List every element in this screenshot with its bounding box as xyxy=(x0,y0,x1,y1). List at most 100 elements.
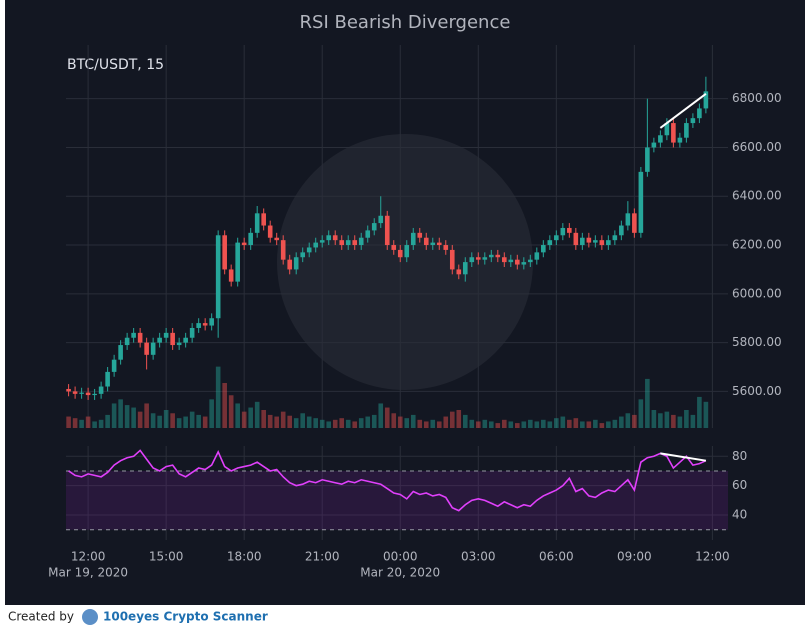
y-tick-label: 5800.00 xyxy=(732,335,782,349)
volume-bar xyxy=(254,401,260,428)
x-tick-label: 12:00 xyxy=(71,550,106,564)
y-tick-label: 6800.00 xyxy=(732,91,782,105)
candle-body xyxy=(98,386,104,394)
volume-bar xyxy=(593,419,598,428)
candle-body xyxy=(534,252,540,260)
x-tick-label: 06:00 xyxy=(539,550,574,564)
volume-bar xyxy=(508,421,514,428)
footer-created-by: Created by xyxy=(8,610,74,624)
candle-body xyxy=(521,262,527,265)
footer-brand: 100eyes Crypto Scanner xyxy=(103,610,268,624)
candle-body xyxy=(261,213,266,226)
watermark xyxy=(277,134,533,390)
candle-body xyxy=(150,342,156,355)
candle-body xyxy=(137,332,143,343)
volume-bar xyxy=(554,418,559,428)
candle-body xyxy=(111,359,117,372)
volume-bar xyxy=(528,419,533,428)
volume-bar xyxy=(267,414,273,428)
volume-bar xyxy=(436,421,442,428)
volume-bar xyxy=(684,410,689,428)
candle-body xyxy=(619,225,624,236)
y-tick-label: 5600.00 xyxy=(732,384,782,398)
x-date-label: Mar 20, 2020 xyxy=(360,566,440,580)
volume-bar xyxy=(651,410,657,428)
volume-bar xyxy=(319,419,325,428)
volume-bar xyxy=(664,411,670,428)
volume-bar xyxy=(371,414,377,428)
candle-body xyxy=(163,332,169,338)
volume-bar xyxy=(469,419,475,428)
candle-body xyxy=(241,242,247,246)
candle-body xyxy=(384,215,390,246)
candle-body xyxy=(274,237,279,241)
y-tick-label: 6400.00 xyxy=(732,189,782,203)
candle-body xyxy=(72,391,78,394)
volume-bar xyxy=(176,418,182,428)
symbol-label: BTC/USDT, 15 xyxy=(67,57,164,73)
volume-bar xyxy=(573,418,579,428)
candle-body xyxy=(287,259,293,270)
candle-body xyxy=(131,332,136,338)
volume-bar xyxy=(580,421,585,428)
rsi-line xyxy=(68,449,707,512)
volume-bar xyxy=(495,423,501,428)
candle-body xyxy=(625,213,631,226)
candle-body xyxy=(365,230,371,238)
volume-bar xyxy=(248,407,253,428)
volume-bar xyxy=(85,416,91,428)
candle-body xyxy=(66,388,71,392)
candle-body xyxy=(488,254,494,258)
volume-bar xyxy=(300,413,306,428)
volume-bar xyxy=(423,421,429,428)
candle-body xyxy=(469,257,475,263)
volume-bar xyxy=(150,413,156,428)
candle-body xyxy=(580,237,585,246)
volume-bar xyxy=(235,403,240,428)
candle-body xyxy=(475,257,481,260)
volume-bar xyxy=(378,403,384,428)
volume-bar xyxy=(541,419,546,428)
y-tick-label: 6000.00 xyxy=(732,286,782,300)
volume-bar xyxy=(137,411,143,428)
candle-body xyxy=(423,237,429,246)
candle-body xyxy=(404,245,410,258)
candle-body xyxy=(332,235,338,241)
volume-bar xyxy=(449,411,455,428)
candle-body xyxy=(703,91,709,109)
volume-bar xyxy=(72,418,78,428)
volume-bar xyxy=(515,423,520,428)
volume-bar xyxy=(671,414,676,428)
candle-body xyxy=(443,245,449,250)
rsi-band-fill xyxy=(66,470,728,530)
volume-bar xyxy=(183,416,188,428)
candle-body xyxy=(560,227,566,236)
volume-bar xyxy=(92,421,97,428)
candle-body xyxy=(319,240,325,243)
x-tick-label: 00:00 xyxy=(383,550,418,564)
candle-body xyxy=(547,240,553,246)
candle-body xyxy=(378,215,384,224)
volume-bar xyxy=(632,414,637,428)
candle-body xyxy=(254,213,260,233)
volume-bar xyxy=(209,399,214,428)
volume-bar xyxy=(456,410,462,428)
volume-bar xyxy=(690,414,696,428)
candle-body xyxy=(658,135,663,143)
volume-bar xyxy=(313,418,319,428)
volume-bar xyxy=(462,414,468,428)
candle-body xyxy=(528,259,533,263)
volume-bar xyxy=(228,395,234,428)
candle-body xyxy=(671,123,676,143)
volume-bar xyxy=(658,413,663,428)
y-tick-label: 80 xyxy=(732,449,747,463)
y-tick-label: 60 xyxy=(732,478,747,492)
candle-body xyxy=(508,259,514,263)
volume-bar xyxy=(105,414,110,428)
volume-bar xyxy=(677,416,683,428)
volume-bar xyxy=(612,419,618,428)
volume-bar xyxy=(547,421,553,428)
volume-bar xyxy=(111,403,117,428)
volume-bar xyxy=(391,413,397,428)
candle-body xyxy=(690,118,696,124)
